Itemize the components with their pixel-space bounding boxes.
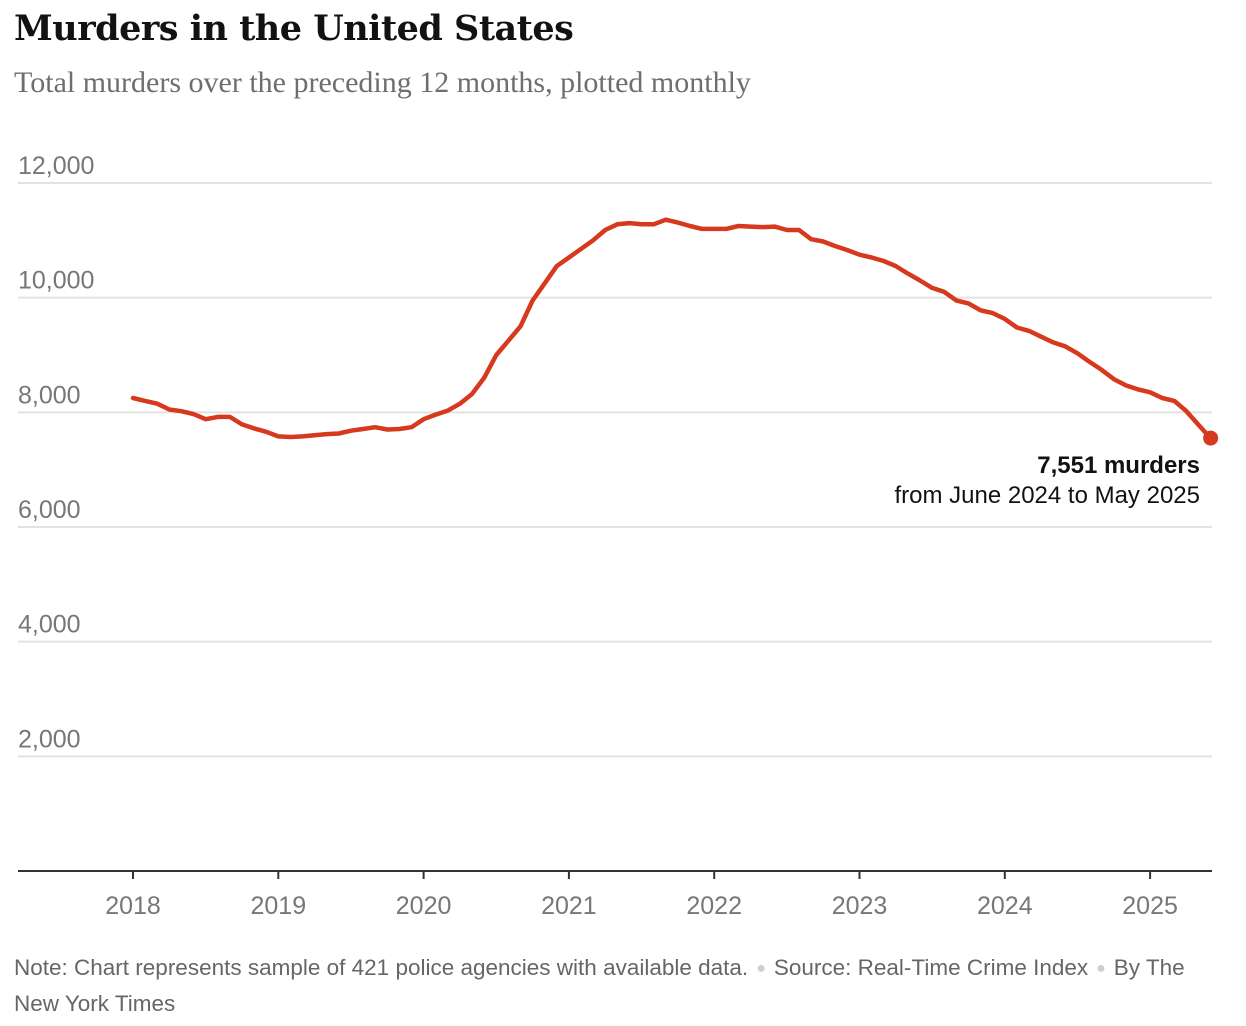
footnote-byline: By The New York Times bbox=[14, 955, 1185, 1016]
x-tick-label: 2020 bbox=[396, 892, 452, 920]
footnote-note: Note: Chart represents sample of 421 pol… bbox=[14, 955, 749, 980]
grid-layer bbox=[18, 182, 1212, 758]
y-tick-label: 8,000 bbox=[18, 381, 81, 409]
chart-title: Murders in the United States bbox=[14, 8, 574, 49]
endpoint-marker bbox=[1203, 430, 1219, 446]
x-tick-label: 2024 bbox=[977, 892, 1033, 920]
x-tick-label: 2025 bbox=[1122, 892, 1178, 920]
murders-series-line bbox=[130, 217, 1213, 441]
separator-dot: ● bbox=[756, 960, 766, 977]
separator-dot: ● bbox=[1096, 960, 1106, 977]
y-tick-label: 12,000 bbox=[18, 152, 94, 180]
x-tick-label: 2018 bbox=[105, 892, 161, 920]
x-tick-label: 2019 bbox=[250, 892, 306, 920]
y-axis-ticks: 2,000 4,000 6,000 8,000 10,000 12,000 bbox=[18, 152, 94, 753]
x-tick-label: 2021 bbox=[541, 892, 597, 920]
footnote-source: Source: Real-Time Crime Index bbox=[773, 955, 1089, 980]
x-axis-ticks: 2018 2019 2020 2021 2022 2023 2024 2025 bbox=[105, 871, 1178, 920]
y-tick-label: 4,000 bbox=[18, 611, 81, 639]
y-tick-label: 2,000 bbox=[18, 725, 81, 753]
y-tick-label: 10,000 bbox=[18, 267, 94, 295]
x-tick-label: 2022 bbox=[686, 892, 742, 920]
chart-subtitle: Total murders over the preceding 12 mont… bbox=[14, 66, 751, 99]
annotation-period: from June 2024 to May 2025 bbox=[894, 482, 1200, 509]
annotation-value: 7,551 murders bbox=[1037, 452, 1200, 479]
chart-footnote: Note: Chart represents sample of 421 pol… bbox=[14, 950, 1194, 1021]
y-tick-label: 6,000 bbox=[18, 496, 81, 524]
x-tick-label: 2023 bbox=[832, 892, 888, 920]
